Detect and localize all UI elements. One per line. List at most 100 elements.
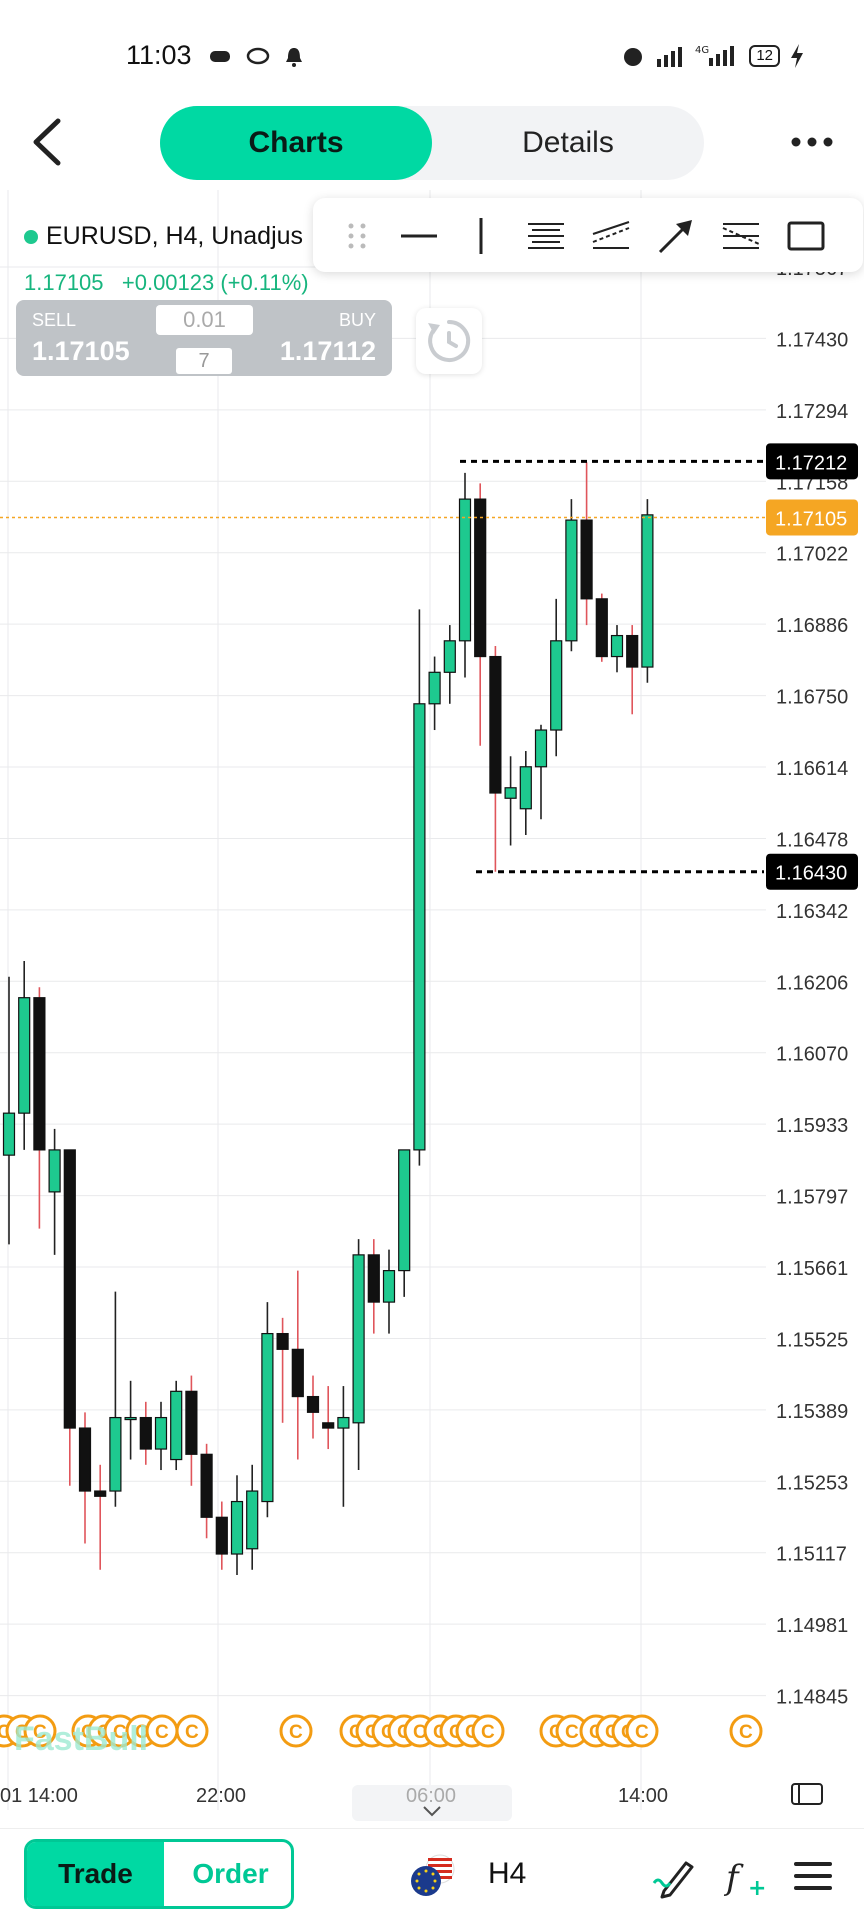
candle — [139, 1401, 152, 1465]
candle-body — [170, 1390, 183, 1461]
candle — [215, 1501, 228, 1570]
candle-body — [48, 1149, 61, 1193]
y-axis-label: 1.17294 — [776, 401, 848, 423]
candle-body — [489, 655, 502, 794]
instrument-title: EURUSD, H4, Unadjus — [24, 222, 303, 251]
event-marker-label: C — [739, 1722, 753, 1743]
price-chart[interactable]: 1.175671.174301.172941.171581.170221.168… — [0, 190, 864, 1830]
candle — [413, 609, 426, 1166]
drawing-toolbar — [313, 198, 863, 272]
candle — [2, 976, 16, 1245]
price-tag — [766, 443, 858, 480]
currency-flags-icon[interactable] — [408, 1853, 458, 1899]
event-marker-label: C — [33, 1722, 47, 1743]
candle — [641, 499, 654, 683]
candle — [352, 1239, 365, 1471]
candle — [398, 1149, 411, 1297]
candle — [474, 483, 487, 746]
market-open-icon — [24, 230, 38, 245]
y-axis-label: 1.16614 — [776, 758, 848, 780]
indicators-icon[interactable]: f + — [722, 1853, 768, 1899]
refresh-icon[interactable] — [416, 308, 482, 374]
status-time: 11:03 — [126, 40, 192, 70]
tab-details[interactable]: Details — [522, 126, 614, 159]
candle-body — [230, 1500, 244, 1555]
y-axis-label: 1.15389 — [776, 1401, 848, 1423]
fib-retracement-tool-icon[interactable] — [719, 214, 763, 258]
parallel-lines-tool-icon[interactable] — [524, 214, 568, 258]
event-marker — [471, 1714, 505, 1748]
event-marker — [625, 1714, 659, 1748]
candle — [48, 1128, 61, 1255]
candle — [185, 1375, 198, 1486]
instrument-title-text: EURUSD, H4, Unadjus — [46, 222, 304, 250]
y-axis-label: 1.15117 — [776, 1544, 847, 1566]
channel-tool-icon[interactable] — [589, 214, 633, 258]
candle — [626, 625, 639, 715]
candle — [580, 462, 593, 626]
trade-button[interactable]: Trade — [27, 1842, 164, 1906]
sell-button[interactable]: 1.17105 — [32, 336, 130, 366]
event-marker — [729, 1714, 763, 1748]
candle-body — [580, 519, 593, 600]
event-marker-label: C — [135, 1722, 149, 1743]
chevron-down-icon[interactable] — [420, 1804, 444, 1820]
candle-body — [291, 1348, 304, 1398]
y-axis-label: 1.17430 — [776, 329, 848, 351]
menu-icon[interactable] — [790, 1853, 836, 1899]
y-axis-label: 1.16750 — [776, 687, 848, 709]
horizontal-line-tool-icon[interactable] — [397, 214, 441, 258]
more-options-icon[interactable] — [790, 124, 834, 160]
drag-handle-icon[interactable] — [335, 214, 379, 258]
arrow-tool-icon[interactable] — [654, 214, 698, 258]
vertical-line-tool-icon[interactable] — [459, 214, 503, 258]
candle-body — [2, 1112, 16, 1156]
candle-body — [398, 1149, 411, 1272]
candle-body — [33, 997, 46, 1151]
game-controller-icon — [210, 51, 230, 62]
change-value: +0.00123 (+0.11%) — [121, 270, 309, 295]
event-marker-label: C — [113, 1722, 127, 1743]
time-label: 06:00 — [406, 1785, 457, 1807]
economic-events: CCCCCCCCCCCCCCCCCCCCCCCCCC — [0, 1714, 763, 1748]
event-marker — [279, 1714, 313, 1748]
last-price: 1.17105 — [24, 270, 104, 295]
candle-body — [63, 1149, 76, 1429]
candle-body — [626, 634, 639, 668]
candle — [428, 656, 441, 731]
price-tag-label: 1.17212 — [775, 452, 847, 474]
price-tag-label: 1.17105 — [775, 508, 847, 530]
chart-layout-icon[interactable] — [790, 1782, 824, 1806]
tab-charts[interactable]: Charts — [160, 106, 432, 180]
timeframe-selector[interactable]: H4 — [488, 1857, 527, 1890]
candle-body — [200, 1453, 213, 1518]
draw-pen-icon[interactable] — [650, 1853, 696, 1899]
candle — [109, 1291, 122, 1507]
candle-body — [641, 514, 654, 668]
candle — [306, 1375, 320, 1439]
candle — [33, 987, 46, 1229]
rectangle-tool-icon[interactable] — [784, 214, 828, 258]
back-icon[interactable] — [28, 115, 68, 170]
event-marker-label: C — [289, 1722, 303, 1743]
candle-body — [94, 1490, 107, 1497]
y-axis-label: 1.17022 — [776, 544, 848, 566]
charging-icon — [791, 44, 803, 68]
y-axis-label: 1.14981 — [776, 1615, 848, 1637]
event-marker — [23, 1714, 57, 1748]
sell-label: SELL — [32, 310, 77, 330]
candle-body — [306, 1395, 320, 1413]
order-button[interactable]: Order — [192, 1858, 269, 1889]
candle — [458, 472, 472, 678]
buy-button[interactable]: 1.17112 — [279, 336, 376, 366]
lot-size-input[interactable]: 0.01 — [156, 305, 253, 335]
quick-trade-widget: SELL 1.17105 BUY 1.17112 0.01 7 — [16, 300, 392, 376]
candle — [504, 756, 517, 846]
status-bar: 11:03 4G 12 — [0, 0, 864, 110]
candle — [565, 499, 578, 652]
view-tabs: Charts Details — [160, 106, 704, 180]
y-axis-label: 1.15661 — [776, 1258, 848, 1280]
candle — [276, 1317, 289, 1423]
y-axis-label: 1.15797 — [776, 1187, 848, 1209]
